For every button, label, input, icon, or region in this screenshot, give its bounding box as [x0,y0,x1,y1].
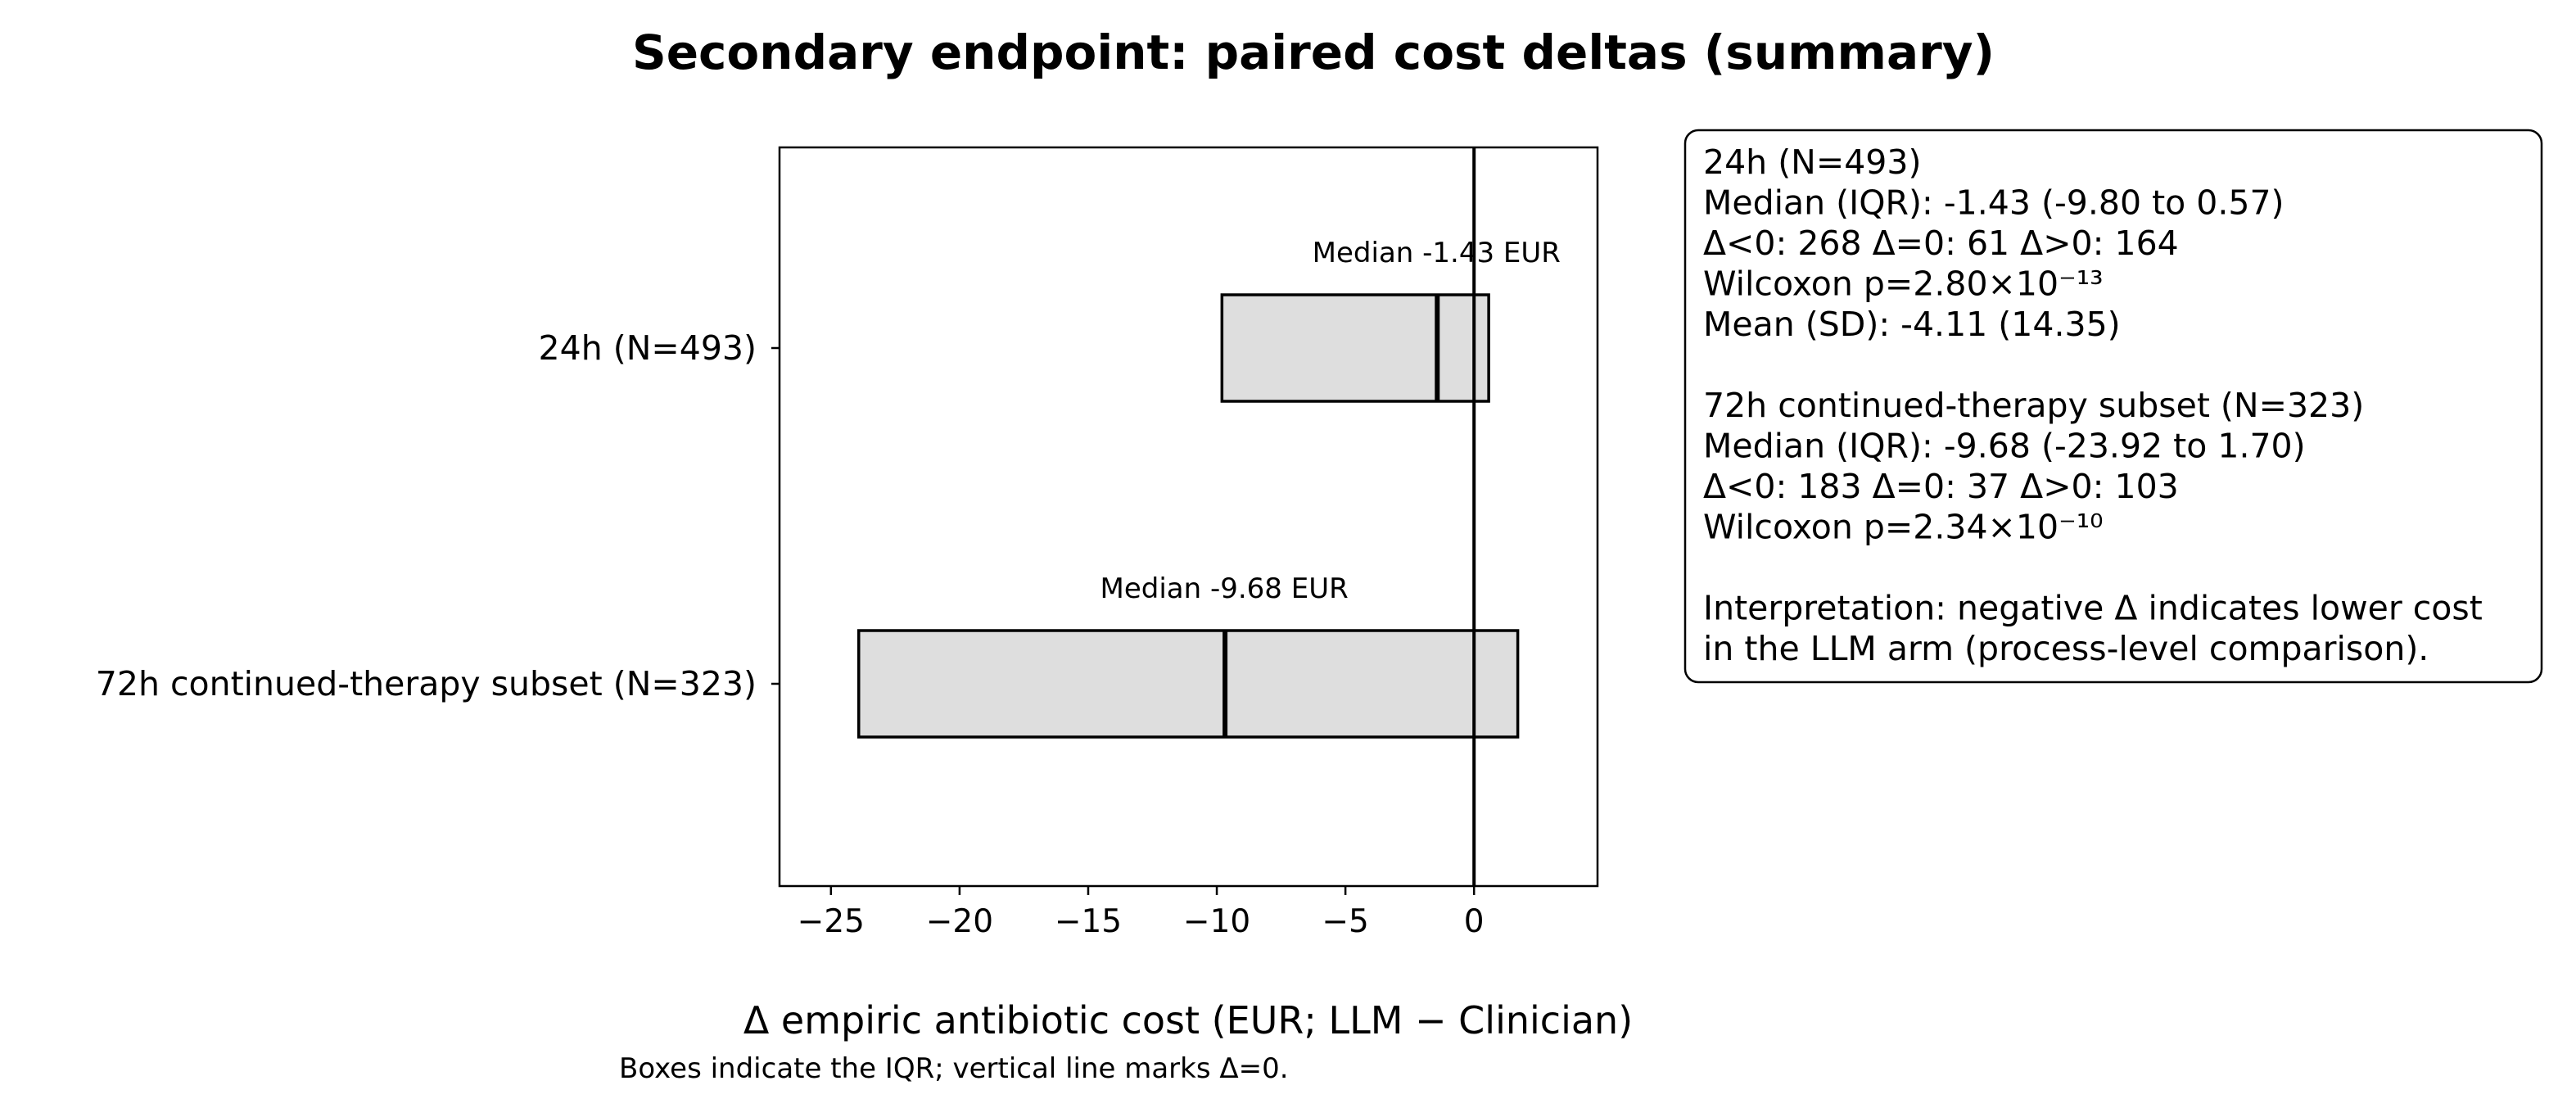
box-72h: Median -9.68 EUR [857,572,1520,739]
x-axis-label: Δ empiric antibiotic cost (EUR; LLM − Cl… [743,998,1633,1042]
stats-line: Δ<0: 268 Δ=0: 61 Δ>0: 164 [1703,224,2179,263]
median-annotation: Median -9.68 EUR [1100,572,1348,605]
x-tick-label: −20 [926,903,993,940]
median-annotation: Median -1.43 EUR [1313,237,1561,269]
stats-line: Mean (SD): -4.11 (14.35) [1703,305,2121,344]
x-tick-label: −15 [1055,903,1122,940]
iqr-box [1220,293,1490,403]
stats-line: 72h continued-therapy subset (N=323) [1703,386,2364,425]
stats-line: 24h (N=493) [1703,142,1921,182]
box-24h: Median -1.43 EUR [1220,237,1561,403]
plot-area: Median -1.43 EUR Median -9.68 EUR [778,146,1599,888]
stats-line: Δ<0: 183 Δ=0: 37 Δ>0: 103 [1703,467,2179,506]
stats-line: Interpretation: negative Δ indicates low… [1703,589,2483,628]
stats-box-frame [1683,129,2543,684]
chart-marks: Median -1.43 EUR Median -9.68 EUR [857,147,1561,886]
stats-line: Median (IQR): -1.43 (-9.80 to 0.57) [1703,183,2285,223]
stats-line: in the LLM arm (process-level comparison… [1703,629,2429,668]
stats-line: Median (IQR): -9.68 (-23.92 to 1.70) [1703,427,2306,466]
iqr-box [857,629,1520,739]
x-tick-label: −5 [1322,903,1369,940]
x-tick-label: 0 [1464,903,1485,940]
plot-frame [778,146,1599,888]
y-tick-label: 24h (N=493) [539,328,757,368]
chart-title: Secondary endpoint: paired cost deltas (… [632,25,1995,80]
x-axis: −25 −20 −15 −10 −5 0 [798,886,1485,940]
y-axis: 24h (N=493) 72h continued-therapy subset… [96,328,780,703]
y-tick-label: 72h continued-therapy subset (N=323) [96,664,757,703]
stats-line: Wilcoxon p=2.80×10⁻¹³ [1703,265,2104,304]
caption: Boxes indicate the IQR; vertical line ma… [619,1052,1289,1085]
x-tick-label: −25 [798,903,865,940]
stats-text: 24h (N=493) Median (IQR): -1.43 (-9.80 to… [1703,142,2483,668]
stats-line: Wilcoxon p=2.34×10⁻¹⁰ [1703,508,2104,547]
x-tick-label: −10 [1183,903,1250,940]
stats-box: 24h (N=493) Median (IQR): -1.43 (-9.80 to… [1683,129,2543,684]
